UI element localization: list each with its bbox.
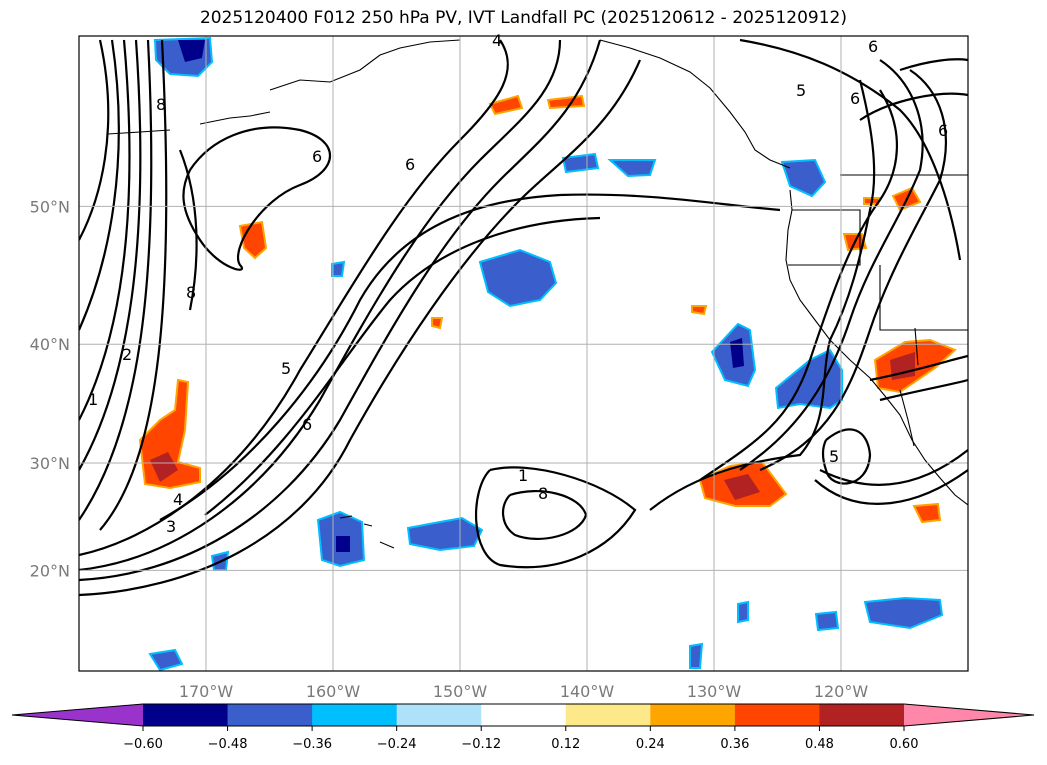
latitude-tick-label: 50°N bbox=[30, 197, 70, 216]
negative-anomaly bbox=[331, 260, 346, 277]
map-title: 2025120400 F012 250 hPa PV, IVT Landfall… bbox=[199, 8, 847, 28]
positive-anomaly bbox=[431, 317, 444, 330]
contour-label: 6 bbox=[405, 155, 415, 174]
contour-label: 6 bbox=[938, 121, 948, 140]
colorbar-tick-label: 0.12 bbox=[551, 737, 580, 752]
negative-anomaly bbox=[478, 248, 558, 308]
colorbar: −0.60 −0.48 −0.36 −0.24 −0.12 0.12 0.24 0.36 0.4… bbox=[11, 703, 1035, 752]
contour-label: 4 bbox=[492, 31, 502, 50]
positive-anomaly bbox=[912, 502, 942, 524]
colorbar-segment bbox=[143, 704, 229, 726]
coastlines bbox=[107, 39, 968, 549]
negative-anomaly bbox=[863, 596, 944, 630]
colorbar-tick-label: 0.48 bbox=[805, 737, 834, 752]
longitude-tick-label: 160°W bbox=[306, 682, 361, 701]
latitude-tick-labels: 50°N 40°N 30°N 20°N bbox=[30, 197, 70, 580]
negative-anomaly bbox=[607, 159, 657, 178]
colorbar-segment bbox=[481, 704, 567, 726]
negative-anomaly bbox=[774, 348, 843, 410]
ivt-contours bbox=[79, 38, 968, 597]
latitude-tick-label: 40°N bbox=[30, 335, 70, 354]
colorbar-segment bbox=[650, 704, 736, 726]
contour-label: 5 bbox=[829, 447, 839, 466]
contour-label: 8 bbox=[538, 484, 548, 503]
negative-anomaly bbox=[148, 648, 184, 671]
colorbar-tick-label: 0.24 bbox=[636, 737, 665, 752]
contour-label: 8 bbox=[186, 283, 196, 302]
contour-labels: 1 2 3 4 5 6 8 1 5 6 6 6 6 4 5 6 8 8 bbox=[88, 31, 948, 536]
pv-anomaly-shading bbox=[138, 36, 957, 671]
positive-anomaly bbox=[238, 220, 268, 260]
contour-label: 6 bbox=[302, 415, 312, 434]
negative-anomaly bbox=[780, 158, 827, 198]
colorbar-tick-label: 0.60 bbox=[890, 737, 919, 752]
colorbar-tick-label: −0.12 bbox=[461, 737, 501, 752]
contour-label: 2 bbox=[122, 345, 132, 364]
contour-label: 6 bbox=[312, 147, 322, 166]
colorbar-segment bbox=[227, 704, 313, 726]
contour-label: 6 bbox=[850, 89, 860, 108]
negative-anomaly bbox=[689, 642, 704, 669]
longitude-tick-label: 120°W bbox=[814, 682, 869, 701]
contour-label: 5 bbox=[796, 81, 806, 100]
colorbar-tick-label: −0.36 bbox=[292, 737, 332, 752]
colorbar-segment bbox=[819, 704, 905, 726]
colorbar-extend-low bbox=[12, 704, 143, 726]
colorbar-extend-high bbox=[904, 704, 1034, 726]
negative-anomaly bbox=[737, 600, 749, 624]
colorbar-segment bbox=[312, 704, 398, 726]
colorbar-tick-label: 0.36 bbox=[720, 737, 749, 752]
negative-anomaly bbox=[406, 516, 484, 552]
map-frame bbox=[78, 35, 969, 672]
colorbar-tick-label: −0.48 bbox=[208, 737, 248, 752]
colorbar-tick-label: −0.60 bbox=[123, 737, 163, 752]
longitude-tick-labels: 170°W 160°W 150°W 140°W 130°W 120°W bbox=[179, 682, 869, 701]
negative-anomaly bbox=[814, 610, 840, 632]
positive-anomaly bbox=[546, 94, 586, 110]
latitude-tick-label: 30°N bbox=[30, 454, 70, 473]
negative-anomaly bbox=[561, 152, 600, 174]
latitude-tick-label: 20°N bbox=[30, 561, 70, 580]
colorbar-tick-label: −0.24 bbox=[377, 737, 417, 752]
gridlines bbox=[79, 36, 968, 671]
colorbar-segment bbox=[734, 704, 820, 726]
longitude-tick-label: 130°W bbox=[687, 682, 742, 701]
contour-label: 1 bbox=[88, 390, 98, 409]
contour-label: 8 bbox=[156, 95, 166, 114]
positive-anomaly bbox=[488, 94, 524, 116]
longitude-tick-label: 150°W bbox=[433, 682, 488, 701]
contour-label: 5 bbox=[281, 359, 291, 378]
contour-label: 3 bbox=[166, 517, 176, 536]
contour-label: 4 bbox=[173, 490, 183, 509]
colorbar-segment bbox=[396, 704, 482, 726]
contour-label: 1 bbox=[518, 466, 528, 485]
longitude-tick-label: 140°W bbox=[560, 682, 615, 701]
longitude-tick-label: 170°W bbox=[179, 682, 234, 701]
colorbar-segment bbox=[565, 704, 651, 726]
positive-anomaly bbox=[691, 305, 708, 316]
contour-label: 6 bbox=[868, 37, 878, 56]
